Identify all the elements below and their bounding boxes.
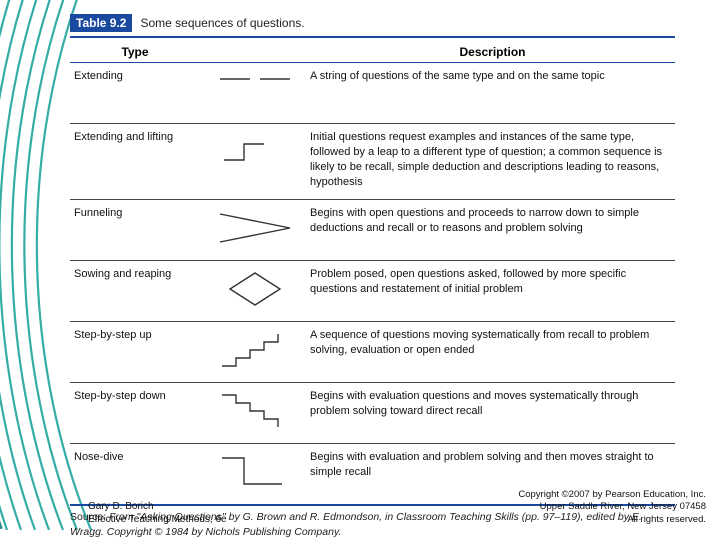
- extending-lifting-icon: [200, 130, 310, 189]
- table-row: Funneling Begins with open questions and …: [70, 199, 675, 260]
- table-row: Step-by-step down Begins with evaluation …: [70, 382, 675, 443]
- rule-top: [70, 36, 675, 38]
- row-description: Initial questions request examples and i…: [310, 130, 675, 189]
- copyright-line: Copyright ©2007 by Pearson Education, In…: [518, 489, 706, 501]
- footer-right: Copyright ©2007 by Pearson Education, In…: [518, 489, 706, 526]
- extending-icon: [200, 69, 310, 113]
- row-type: Sowing and reaping: [70, 267, 200, 311]
- author-name: Gary D. Borich: [88, 500, 227, 513]
- address-line: Upper Saddle River, New Jersey 07458: [518, 501, 706, 513]
- row-type: Step-by-step down: [70, 389, 200, 433]
- row-type: Extending and lifting: [70, 130, 200, 189]
- table-row: Step-by-step up A sequence of questions m…: [70, 321, 675, 382]
- row-type: Funneling: [70, 206, 200, 250]
- table-row: Extending and lifting Initial questions r…: [70, 123, 675, 199]
- step-down-icon: [200, 389, 310, 433]
- sowing-reaping-icon: [200, 267, 310, 311]
- rights-line: All rights reserved.: [518, 514, 706, 526]
- table-row: Sowing and reaping Problem posed, open qu…: [70, 260, 675, 321]
- footer-left: Gary D. Borich Effective Teaching Method…: [88, 500, 227, 526]
- row-description: Problem posed, open questions asked, fol…: [310, 267, 675, 311]
- funneling-icon: [200, 206, 310, 250]
- nose-dive-icon: [200, 450, 310, 494]
- table-caption: Some sequences of questions.: [140, 16, 304, 30]
- row-description: Begins with evaluation questions and mov…: [310, 389, 675, 433]
- col-description: Description: [310, 45, 675, 59]
- book-title: Effective Teaching Methods, 6e: [88, 513, 227, 526]
- table-number: Table 9.2: [70, 14, 132, 32]
- column-headers: Type Description: [70, 42, 675, 62]
- table-body: Extending A string of questions of the sa…: [70, 63, 675, 504]
- row-type: Nose-dive: [70, 450, 200, 494]
- row-description: A string of questions of the same type a…: [310, 69, 675, 113]
- table-container: Table 9.2 Some sequences of questions. T…: [70, 14, 675, 540]
- row-description: A sequence of questions moving systemati…: [310, 328, 675, 372]
- row-description: Begins with open questions and proceeds …: [310, 206, 675, 250]
- table-title-bar: Table 9.2 Some sequences of questions.: [70, 14, 675, 32]
- row-type: Step-by-step up: [70, 328, 200, 372]
- row-description: Begins with evaluation and problem solvi…: [310, 450, 675, 494]
- step-up-icon: [200, 328, 310, 372]
- row-type: Extending: [70, 69, 200, 113]
- col-type: Type: [70, 45, 200, 59]
- table-row: Extending A string of questions of the sa…: [70, 63, 675, 123]
